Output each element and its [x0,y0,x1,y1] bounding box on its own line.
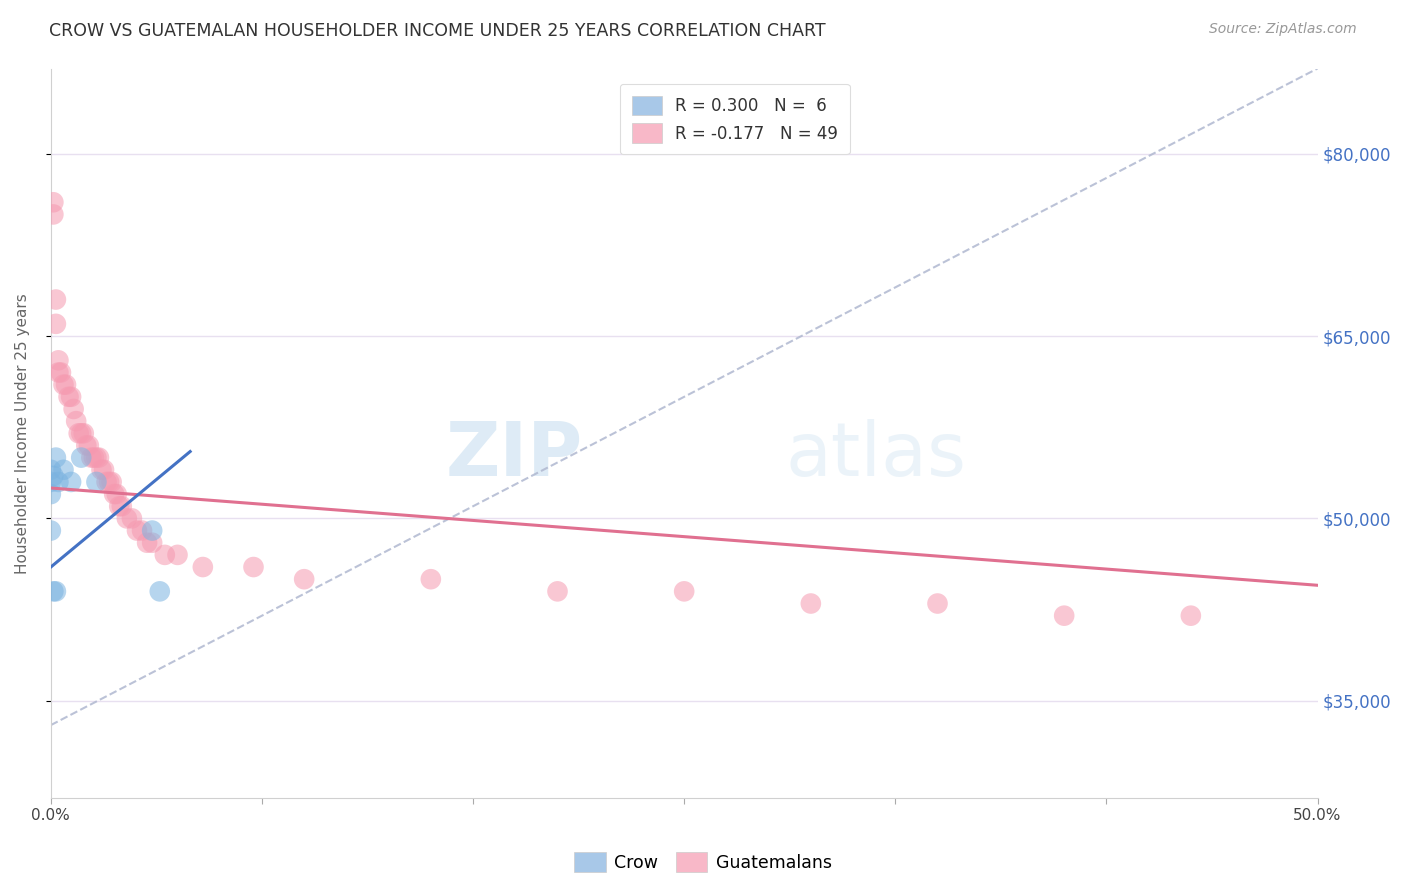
Point [45,293,67,307]
Point [100,475,122,489]
Point [48,366,70,380]
Point [60,475,83,489]
Point [77,438,100,452]
Point [141,524,163,538]
Point [86,475,108,489]
Point [45,584,67,599]
Point [62,401,84,416]
Point [70,426,93,441]
Point [121,511,143,525]
Point [141,535,163,549]
Point [1180,608,1202,623]
Point [42,584,65,599]
Point [242,560,264,574]
Point [42,195,65,210]
Point [42,468,65,483]
Point [87,450,110,465]
Point [547,584,569,599]
Text: atlas: atlas [786,418,966,491]
Point [800,597,823,611]
Point [42,207,65,221]
Point [48,353,70,368]
Text: Source: ZipAtlas.com: Source: ZipAtlas.com [1209,22,1357,37]
Point [45,450,67,465]
Point [103,487,125,501]
Point [58,390,80,404]
Point [292,572,315,586]
Point [166,548,188,562]
Point [111,500,134,514]
Point [52,463,75,477]
Point [86,450,108,465]
Point [75,438,97,452]
Point [136,535,159,549]
Point [45,317,67,331]
Y-axis label: Householder Income Under 25 years: Householder Income Under 25 years [15,293,30,574]
Point [1053,608,1076,623]
Point [48,475,70,489]
Point [39,463,62,477]
Point [39,524,62,538]
Point [55,377,77,392]
Point [108,500,131,514]
Point [39,475,62,489]
Point [90,463,112,477]
Point [67,426,90,441]
Text: ZIP: ZIP [446,418,583,491]
Point [52,377,75,392]
Point [39,487,62,501]
Point [49,366,72,380]
Point [80,450,103,465]
Point [419,572,441,586]
Legend: R = 0.300   N =  6, R = -0.177   N = 49: R = 0.300 N = 6, R = -0.177 N = 49 [620,84,849,154]
Point [70,450,93,465]
Point [60,390,83,404]
Legend: Crow, Guatemalans: Crow, Guatemalans [568,845,838,879]
Point [131,524,153,538]
Point [115,511,138,525]
Point [105,487,128,501]
Point [125,524,148,538]
Point [927,597,949,611]
Point [153,548,176,562]
Point [83,450,105,465]
Point [673,584,696,599]
Point [96,475,118,489]
Point [93,463,115,477]
Point [65,414,87,428]
Point [191,560,214,574]
Point [98,475,121,489]
Point [149,584,172,599]
Point [73,426,96,441]
Text: CROW VS GUATEMALAN HOUSEHOLDER INCOME UNDER 25 YEARS CORRELATION CHART: CROW VS GUATEMALAN HOUSEHOLDER INCOME UN… [49,22,825,40]
